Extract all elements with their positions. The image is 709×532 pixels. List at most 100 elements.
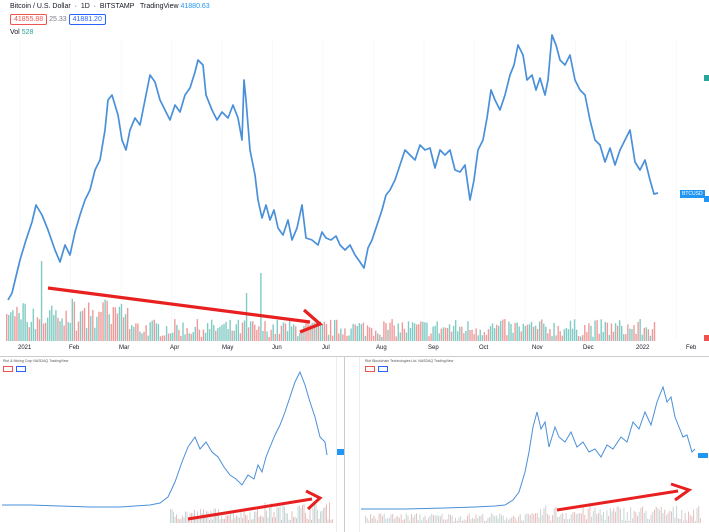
- volume-bar: [208, 329, 211, 341]
- sub-right-buy-button[interactable]: [378, 366, 388, 372]
- volume-bar: [682, 520, 684, 523]
- volume-bar: [218, 509, 219, 523]
- sub-right-sell-button[interactable]: [365, 366, 375, 372]
- volume-bar: [438, 333, 440, 341]
- volume-bar: [421, 520, 423, 523]
- volume-bar: [565, 327, 568, 341]
- sub-left-price-scale[interactable]: [336, 357, 345, 532]
- volume-bar: [399, 332, 401, 341]
- volume-bar: [485, 334, 488, 341]
- volume-bar: [507, 519, 509, 523]
- volume-bar: [235, 324, 237, 341]
- volume-bar: [248, 519, 249, 523]
- sub-chart-right-panel[interactable]: Riot Blockchain Technologies Ltd. NASDAQ…: [344, 356, 709, 532]
- volume-bar: [586, 519, 587, 523]
- volume-bar: [366, 517, 368, 523]
- volume-bar: [511, 517, 513, 523]
- main-chart-panel[interactable]: Bitcoin / U.S. Dollar · 1D · BITSTAMP Tr…: [0, 0, 709, 356]
- volume-bar: [186, 327, 188, 341]
- volume-bar: [610, 323, 613, 341]
- volume-bar: [545, 326, 547, 341]
- sub-right-title[interactable]: Riot Blockchain Technologies Ltd.: [365, 359, 418, 363]
- symbol-title[interactable]: Bitcoin / U.S. Dollar: [10, 3, 71, 10]
- sub-left-chart-svg[interactable]: [0, 357, 344, 532]
- volume-bar: [300, 507, 302, 523]
- volume-bar: [303, 503, 305, 523]
- volume-bar: [684, 513, 686, 523]
- volume-bar: [257, 508, 258, 523]
- volume-bar: [14, 316, 16, 341]
- sell-button[interactable]: 41855.88: [10, 14, 48, 25]
- volume-bar: [204, 514, 206, 523]
- sub-left-title[interactable]: Riot & Mining Corp: [3, 359, 33, 363]
- volume-bar: [691, 516, 693, 523]
- spread-value: 25.33: [49, 16, 67, 23]
- volume-bar: [51, 305, 53, 341]
- volume-bar: [249, 512, 251, 523]
- volume-bar: [210, 510, 212, 523]
- main-chart-svg[interactable]: [0, 0, 709, 356]
- volume-bar: [57, 317, 59, 341]
- main-time-axis[interactable]: 2021 Feb Mar Apr May Jun Jul Aug Sep Oct Nov Dec 202…: [0, 345, 709, 355]
- volume-bar: [676, 505, 678, 523]
- volume-bar: [633, 325, 635, 341]
- volume-bar: [198, 329, 201, 341]
- volume-bar: [225, 321, 227, 341]
- volume-bar: [543, 508, 545, 523]
- volume-bar: [467, 515, 468, 523]
- volume-bar: [331, 335, 334, 341]
- volume-bar: [669, 510, 671, 523]
- price-tag: BTCUSD: [680, 190, 705, 198]
- interval-label[interactable]: 1D: [80, 3, 90, 10]
- volume-bar: [321, 510, 323, 523]
- volume-bar: [370, 328, 373, 341]
- volume-bar: [194, 509, 195, 523]
- trend-arrow-head: [670, 482, 693, 502]
- time-axis-label: Jun: [272, 345, 282, 351]
- volume-bar: [498, 325, 500, 341]
- volume-bar: [77, 321, 80, 341]
- volume-bar: [584, 514, 586, 523]
- volume-bar: [631, 518, 633, 523]
- volume-bar: [365, 515, 366, 523]
- volume-bar: [694, 520, 696, 523]
- sub-left-header: Riot & Mining Corp NASDAQ TradingView: [3, 359, 68, 363]
- volume-bar: [448, 324, 451, 341]
- volume-bar: [360, 324, 363, 341]
- sub-chart-left-panel[interactable]: Riot & Mining Corp NASDAQ TradingView: [0, 356, 344, 532]
- volume-bar: [79, 311, 82, 341]
- volume-bar: [530, 321, 533, 341]
- volume-bar: [102, 302, 104, 341]
- volume-bar: [582, 505, 584, 523]
- volume-bar: [278, 333, 281, 341]
- sub-left-buy-button[interactable]: [16, 366, 26, 372]
- volume-bar: [217, 328, 219, 341]
- volume-bar: [163, 335, 166, 341]
- volume-bar: [139, 331, 141, 341]
- sub-right-source: TradingView: [433, 359, 454, 363]
- volume-bar: [699, 517, 701, 523]
- volume-bar: [509, 518, 511, 523]
- buy-button[interactable]: 41881.20: [68, 14, 106, 25]
- volume-bar: [693, 509, 695, 523]
- volume-bar: [234, 518, 236, 523]
- sub-left-sell-button[interactable]: [3, 366, 13, 372]
- time-axis-label: Nov: [532, 345, 543, 351]
- volume-bar: [630, 507, 632, 523]
- sub-right-price-scale[interactable]: [345, 357, 360, 532]
- volume-bar: [616, 325, 619, 341]
- volume-bar: [92, 309, 94, 341]
- volume-bar: [489, 326, 492, 341]
- time-axis-label: May: [222, 345, 234, 351]
- volume-bar: [370, 514, 372, 523]
- volume-bar: [364, 335, 367, 341]
- vol-value: 528: [21, 29, 34, 36]
- volume-bar: [413, 323, 416, 341]
- volume-bar: [302, 504, 303, 523]
- volume-bar: [618, 320, 621, 341]
- sub-right-chart-svg[interactable]: [345, 357, 709, 532]
- volume-bar: [290, 326, 293, 341]
- volume-bar: [518, 326, 520, 341]
- volume-bar: [254, 511, 255, 523]
- volume-bar: [652, 511, 654, 523]
